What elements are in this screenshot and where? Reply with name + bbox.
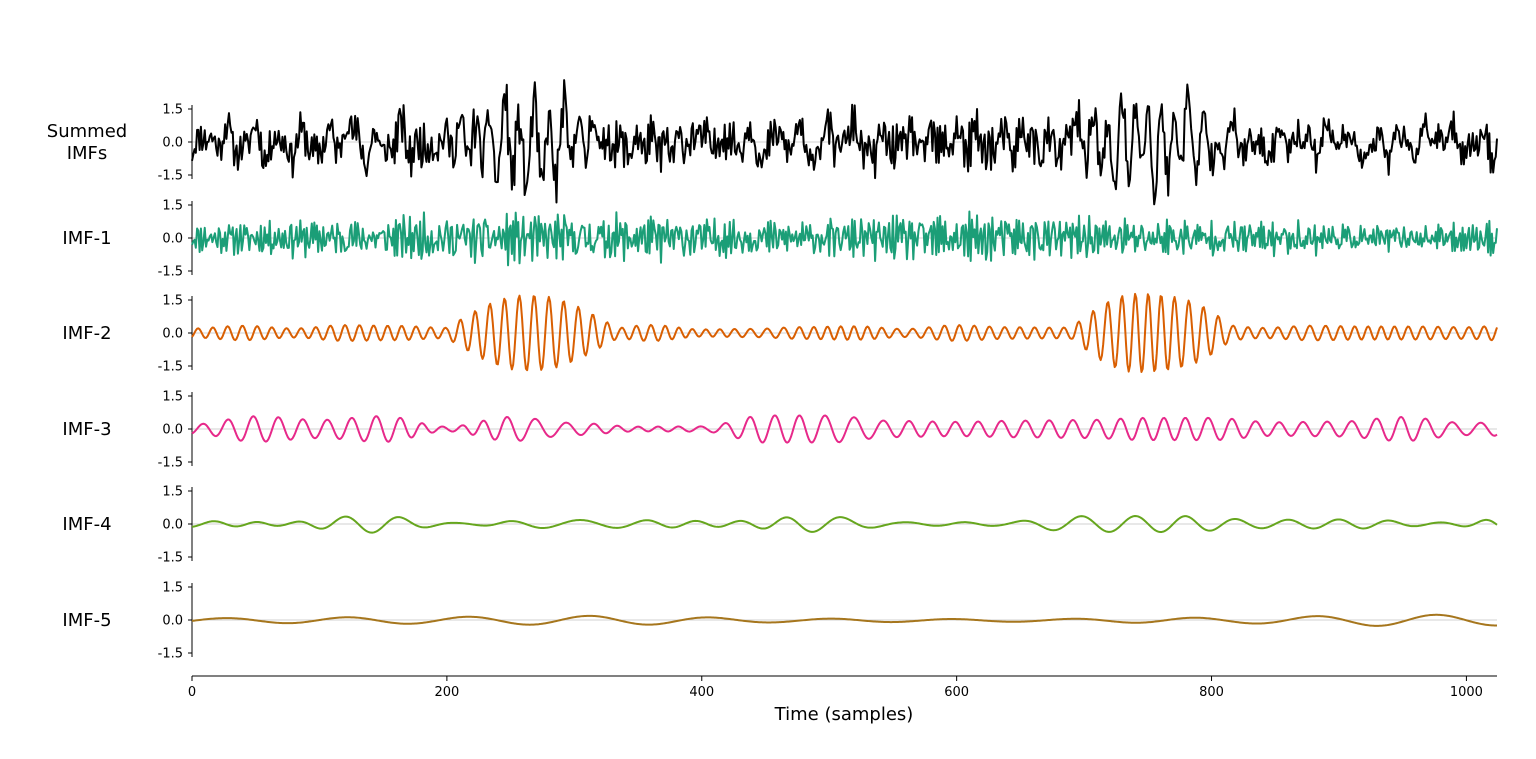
y-tick-label: 0.0 — [162, 232, 183, 247]
y-tick-label: -1.5 — [158, 360, 183, 375]
series-label: IMF-1 — [62, 228, 111, 249]
x-tick-label: 200 — [434, 685, 459, 700]
series-line-summed-imfs — [191, 79, 1498, 206]
series-label: IMF-3 — [62, 419, 111, 440]
series-line-imf-2 — [191, 292, 1498, 374]
y-tick-label: 0.0 — [162, 327, 183, 342]
y-tick-label: 0.0 — [162, 423, 183, 438]
y-tick-label: 0.0 — [162, 136, 183, 151]
y-tick-label: 1.5 — [162, 581, 183, 596]
x-tick-label: 400 — [689, 685, 714, 700]
series-line-imf-5 — [191, 613, 1497, 627]
x-tick-label: 600 — [944, 685, 969, 700]
y-tick-label: 1.5 — [162, 103, 183, 118]
y-tick-label: 1.5 — [162, 390, 183, 405]
y-tick-label: -1.5 — [158, 551, 183, 566]
y-tick-label: 1.5 — [162, 199, 183, 214]
subplot-5: -1.5 0.0 1.5 IMF-4 — [62, 485, 1498, 566]
y-tick-label: -1.5 — [158, 647, 183, 662]
series-label: IMFs — [67, 143, 108, 164]
x-ticks: 0 200 400 600 800 1000 — [188, 676, 1483, 700]
x-tick-label: 1000 — [1450, 685, 1483, 700]
series-label: IMF-2 — [62, 323, 111, 344]
subplot-6: -1.5 0.0 1.5 IMF-5 — [62, 581, 1497, 662]
series-label: Summed — [47, 121, 127, 142]
subplot-4: -1.5 0.0 1.5 IMF-3 — [62, 390, 1498, 471]
series-line-imf-3 — [191, 414, 1498, 444]
series-label: IMF-4 — [62, 514, 111, 535]
y-tick-label: 0.0 — [162, 518, 183, 533]
y-tick-label: 1.5 — [162, 294, 183, 309]
series-label: IMF-5 — [62, 610, 111, 631]
subplot-3: -1.5 0.0 1.5 IMF-2 — [62, 292, 1498, 375]
series-line-imf-4 — [191, 515, 1498, 534]
y-tick-label: -1.5 — [158, 169, 183, 184]
y-tick-label: -1.5 — [158, 456, 183, 471]
x-tick-label: 0 — [188, 685, 196, 700]
x-axis: 0 200 400 600 800 1000 Time (samples) — [188, 675, 1497, 725]
x-axis-label: Time (samples) — [774, 704, 914, 725]
y-tick-label: 1.5 — [162, 485, 183, 500]
y-tick-label: -1.5 — [158, 265, 183, 280]
series-line-imf-1 — [191, 210, 1498, 267]
x-tick-label: 800 — [1199, 685, 1224, 700]
subplot-2: -1.5 0.0 1.5 IMF-1 — [62, 199, 1498, 280]
y-tick-label: 0.0 — [162, 614, 183, 629]
